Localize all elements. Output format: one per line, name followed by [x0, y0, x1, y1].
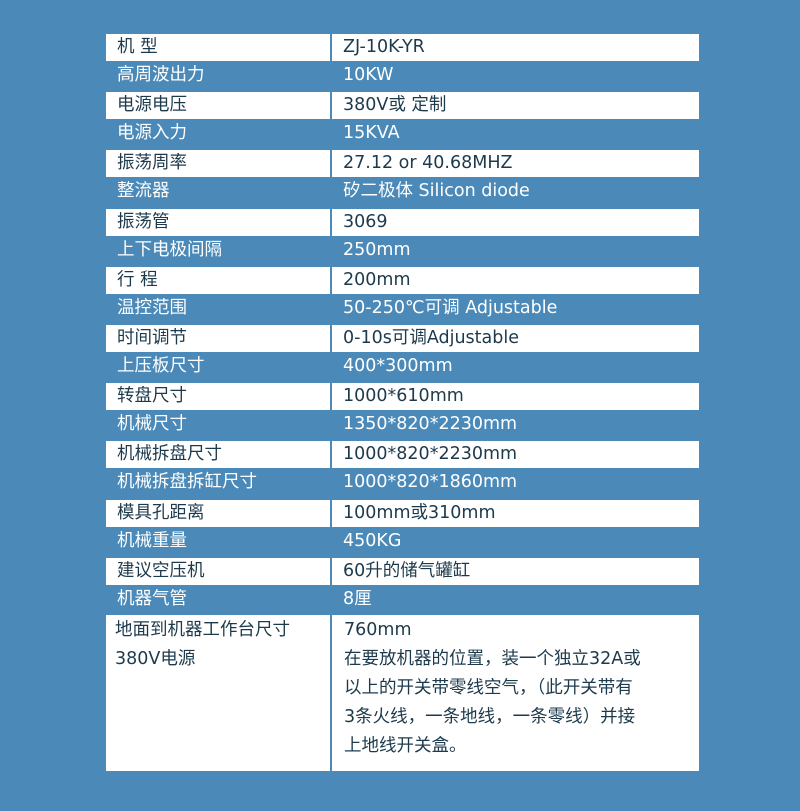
spec-label: 振荡管: [106, 208, 330, 236]
spec-value: 8厘: [343, 588, 372, 609]
table-row: 模具孔距离 100mm或310mm: [106, 499, 699, 528]
table-row: 振荡管 3069: [106, 208, 699, 237]
table-row: 温控范围 50-250℃可调 Adjustable: [106, 295, 699, 324]
spec-value: 100mm或310mm: [332, 499, 699, 527]
spec-label: 温控范围: [117, 297, 187, 318]
spec-label: 机械拆盘尺寸: [106, 441, 330, 469]
table-row: 机械拆盘尺寸 1000*820*2230mm: [106, 440, 699, 469]
table-row: 机 型 ZJ-10K-YR: [106, 33, 699, 62]
spec-label: 转盘尺寸: [106, 383, 330, 411]
spec-value-line: 上地线开关盒。: [344, 735, 467, 756]
spec-value: 250mm: [343, 239, 411, 260]
spec-table: 机 型 ZJ-10K-YR 高周波出力 10KW 电源电压 380V或 定制电源入力 15K…: [106, 33, 699, 771]
spec-label: 机械尺寸: [117, 414, 187, 435]
spec-label: 机器气管: [117, 588, 187, 609]
spec-value: 200mm: [332, 266, 699, 294]
spec-value: 0-10s可调Adjustable: [332, 324, 699, 352]
spec-label-line: 380V电源: [115, 648, 196, 669]
table-row: 整流器 矽二极体 Silicon diode: [106, 178, 699, 207]
spec-value: 450KG: [343, 530, 402, 551]
spec-label: 上下电极间隔: [117, 239, 222, 260]
spec-label: 建议空压机: [106, 557, 330, 585]
spec-label-line: 地面到机器工作台尺寸: [115, 619, 290, 640]
spec-value: 27.12 or 40.68MHZ: [332, 150, 699, 178]
spec-label: 时间调节: [106, 324, 330, 352]
table-row: 电源电压 380V或 定制: [106, 91, 699, 120]
spec-value: ZJ-10K-YR: [332, 34, 699, 61]
table-row: 电源入力 15KVA: [106, 120, 699, 149]
spec-value: 60升的储气罐缸: [332, 557, 699, 585]
spec-label: 电源电压: [106, 92, 330, 120]
spec-label: 整流器: [117, 181, 170, 202]
spec-value: 380V或 定制: [332, 92, 699, 120]
spec-label: 上压板尺寸: [117, 356, 205, 377]
spec-value: 1000*610mm: [332, 383, 699, 411]
spec-value: 10KW: [343, 65, 394, 86]
spec-value: 15KVA: [343, 123, 400, 144]
table-row: 机械尺寸 1350*820*2230mm: [106, 411, 699, 440]
spec-label: 机 型: [106, 34, 330, 61]
spec-value: 760mm 在要放机器的位置，装一个独立32A或 以上的开关带零线空气，（此开关带有…: [332, 614, 699, 771]
spec-value-line: 在要放机器的位置，装一个独立32A或: [344, 648, 641, 669]
table-row: 机器气管 8厘: [106, 586, 699, 615]
spec-label: 地面到机器工作台尺寸 380V电源: [106, 614, 330, 771]
spec-value-line: 3条火线，一条地线，一条零线）并接: [344, 706, 636, 727]
spec-label: 电源入力: [117, 123, 187, 144]
spec-label: 高周波出力: [117, 65, 205, 86]
spec-value: 矽二极体 Silicon diode: [343, 181, 530, 202]
table-row: 机械拆盘拆缸尺寸 1000*820*1860mm: [106, 469, 699, 498]
table-row: 时间调节 0-10s可调Adjustable: [106, 324, 699, 353]
spec-label: 模具孔距离: [106, 499, 330, 527]
table-row: 高周波出力 10KW: [106, 62, 699, 91]
table-row: 行 程 200mm: [106, 266, 699, 295]
table-row: 上压板尺寸 400*300mm: [106, 353, 699, 382]
table-row: 建议空压机 60升的储气罐缸: [106, 557, 699, 586]
table-row: 转盘尺寸 1000*610mm: [106, 382, 699, 411]
spec-value: 3069: [332, 208, 699, 236]
spec-label: 振荡周率: [106, 150, 330, 178]
spec-value: 1350*820*2230mm: [343, 414, 518, 435]
table-row: 上下电极间隔 250mm: [106, 237, 699, 266]
spec-value: 400*300mm: [343, 356, 453, 377]
spec-value: 50-250℃可调 Adjustable: [343, 297, 558, 318]
table-row: 振荡周率 27.12 or 40.68MHZ: [106, 149, 699, 178]
spec-label: 行 程: [106, 266, 330, 294]
table-row: 地面到机器工作台尺寸 380V电源 760mm 在要放机器的位置，装一个独立32A或以…: [106, 614, 699, 771]
spec-value: 1000*820*1860mm: [343, 472, 518, 493]
spec-value-line: 760mm: [344, 619, 412, 640]
table-row: 机械重量 450KG: [106, 528, 699, 557]
spec-value: 1000*820*2230mm: [332, 441, 699, 469]
spec-label: 机械拆盘拆缸尺寸: [117, 472, 257, 493]
spec-label: 机械重量: [117, 530, 187, 551]
spec-value-line: 以上的开关带零线空气，（此开关带有: [344, 677, 633, 698]
